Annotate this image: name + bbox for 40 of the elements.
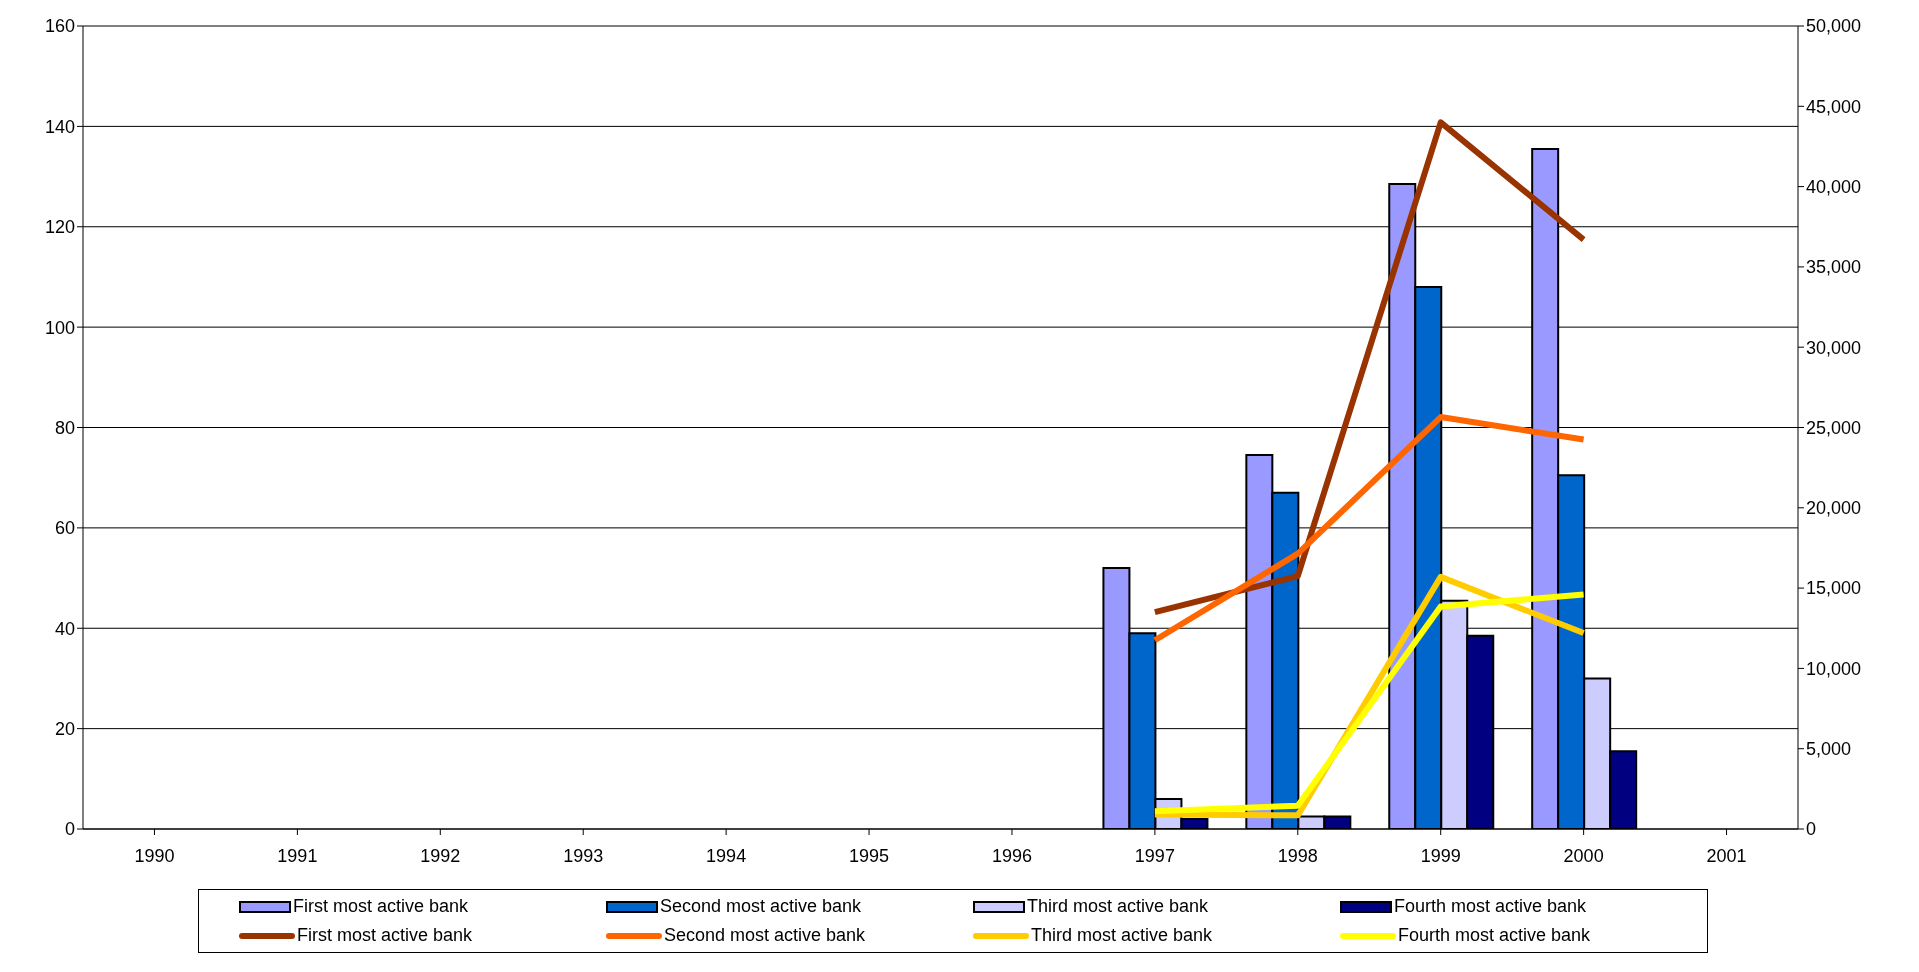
- x-tick-label: 1994: [706, 845, 747, 866]
- x-tick-label: 1993: [563, 845, 604, 866]
- y2-tick-label: 40,000: [1806, 176, 1862, 197]
- legend-label: Second most active bank: [664, 925, 866, 946]
- y-tick-label: 120: [44, 217, 75, 238]
- legend-label: Fourth most active bank: [1398, 925, 1591, 946]
- y2-tick-label: 30,000: [1806, 337, 1862, 358]
- y2-tick-label: 15,000: [1806, 578, 1862, 599]
- y2-tick-label: 0: [1806, 819, 1817, 840]
- y-tick-label: 60: [54, 518, 75, 539]
- legend-label: First most active bank: [297, 925, 473, 946]
- y-tick-label: 140: [44, 116, 75, 137]
- x-tick-label: 2000: [1563, 845, 1604, 866]
- legend-label: Third most active bank: [1031, 925, 1213, 946]
- y-tick-label: 100: [44, 317, 75, 338]
- x-tick-label: 1995: [849, 845, 890, 866]
- x-tick-label: 1990: [134, 845, 175, 866]
- legend-label: Second most active bank: [660, 896, 862, 917]
- y2-tick-label: 35,000: [1806, 257, 1862, 278]
- x-tick-label: 1992: [420, 845, 461, 866]
- y-tick-label: 40: [54, 618, 75, 639]
- x-tick-label: 1997: [1134, 845, 1175, 866]
- y2-tick-label: 20,000: [1806, 498, 1862, 519]
- y-tick-label: 20: [54, 719, 75, 740]
- x-tick-label: 2001: [1706, 845, 1747, 866]
- legend-label: Fourth most active bank: [1394, 896, 1587, 917]
- y-tick-label: 160: [44, 16, 75, 37]
- y-tick-label: 0: [64, 819, 75, 840]
- y-tick-label: 80: [54, 417, 75, 438]
- x-tick-label: 1998: [1277, 845, 1318, 866]
- y2-tick-label: 10,000: [1806, 658, 1862, 679]
- x-tick-label: 1999: [1420, 845, 1461, 866]
- y2-tick-label: 25,000: [1806, 417, 1862, 438]
- legend-label: First most active bank: [293, 896, 469, 917]
- y2-tick-label: 5,000: [1806, 739, 1852, 760]
- x-tick-label: 1991: [277, 845, 318, 866]
- x-tick-label: 1996: [991, 845, 1032, 866]
- y2-tick-label: 45,000: [1806, 96, 1862, 117]
- y2-tick-label: 50,000: [1806, 16, 1862, 37]
- legend-label: Third most active bank: [1027, 896, 1209, 917]
